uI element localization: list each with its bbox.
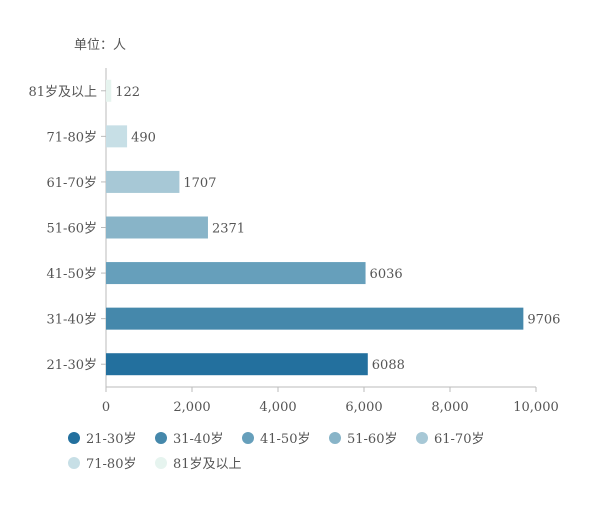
bar-value-label: 1707 — [183, 176, 216, 191]
legend-marker-icon — [68, 431, 80, 444]
bar-chart: 21-30岁 31-40岁 41-50岁 51-60岁 61-70岁 71-80岁 81岁及… — [28, 68, 560, 415]
bar-value-label: 6036 — [370, 267, 403, 282]
legend-label: 61-70岁 — [434, 432, 485, 447]
bar-value-labels: 6088 9706 6036 2371 1707 490 122 — [115, 85, 560, 373]
x-tick-label: 10,000 — [513, 400, 559, 415]
legend-marker-icon — [242, 431, 254, 444]
bar-value-label: 2371 — [212, 222, 245, 237]
legend-item[interactable]: 81岁及以上 — [155, 453, 242, 472]
legend-item[interactable]: 71-80岁 — [68, 453, 155, 472]
legend: 21-30岁 31-40岁 41-50岁 51-60岁 61-70岁 71-80岁 81岁及… — [68, 428, 538, 472]
legend-marker-icon — [329, 431, 341, 444]
x-tick-label: 8,000 — [431, 400, 468, 415]
x-tick-label: 6,000 — [345, 400, 382, 415]
legend-label: 51-60岁 — [347, 432, 398, 447]
legend-item[interactable]: 51-60岁 — [329, 428, 416, 447]
bars — [106, 79, 524, 376]
x-tick-label: 2,000 — [173, 400, 210, 415]
legend-label: 81岁及以上 — [173, 457, 242, 472]
legend-item[interactable]: 21-30岁 — [68, 428, 155, 447]
bar — [106, 307, 524, 330]
bar — [106, 170, 180, 193]
y-tick-label: 61-70岁 — [47, 176, 97, 191]
bar-value-label: 490 — [131, 130, 156, 145]
y-tick-label: 41-50岁 — [47, 267, 97, 282]
legend-label: 21-30岁 — [86, 432, 137, 447]
bar — [106, 79, 112, 102]
y-tick-label: 81岁及以上 — [28, 85, 97, 100]
legend-item[interactable]: 41-50岁 — [242, 428, 329, 447]
legend-item[interactable]: 31-40岁 — [155, 428, 242, 447]
bar-value-label: 122 — [115, 85, 140, 100]
legend-label: 31-40岁 — [173, 432, 224, 447]
x-tick-label: 4,000 — [259, 400, 296, 415]
y-tick-label: 31-40岁 — [47, 313, 97, 328]
bar-value-label: 9706 — [527, 313, 560, 328]
y-axis: 21-30岁 31-40岁 41-50岁 51-60岁 61-70岁 71-80岁 81岁及… — [28, 68, 107, 391]
x-axis: 0 2,000 4,000 6,000 8,000 10,000 — [102, 386, 559, 415]
bar — [106, 353, 368, 376]
legend-label: 71-80岁 — [86, 457, 137, 472]
bar — [106, 262, 366, 285]
y-tick-label: 51-60岁 — [47, 222, 97, 237]
y-tick-label: 71-80岁 — [47, 130, 97, 145]
legend-marker-icon — [155, 431, 167, 444]
legend-item[interactable]: 61-70岁 — [416, 428, 503, 447]
legend-marker-icon — [155, 456, 167, 469]
legend-label: 41-50岁 — [260, 432, 311, 447]
y-tick-label: 21-30岁 — [47, 358, 97, 373]
x-tick-label: 0 — [102, 400, 110, 415]
bar — [106, 125, 128, 148]
legend-marker-icon — [68, 456, 80, 469]
unit-label: 单位：人 — [74, 38, 127, 53]
legend-marker-icon — [416, 431, 428, 444]
bar-value-label: 6088 — [372, 358, 405, 373]
bar — [106, 216, 208, 239]
